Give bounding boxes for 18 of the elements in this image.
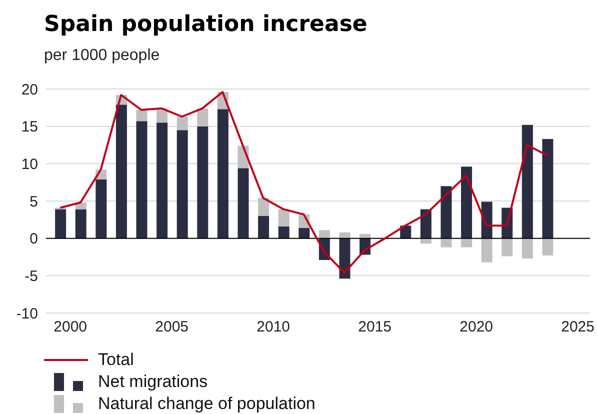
x-tick-label: 2015 <box>358 318 392 336</box>
chart-title: Spain population increase <box>44 12 368 37</box>
x-tick-label: 2025 <box>561 318 595 336</box>
y-tick-label: 10 <box>21 156 38 173</box>
legend-label: Net migrations <box>98 371 208 393</box>
chart-subtitle: per 1000 people <box>44 47 160 65</box>
y-tick-label: 5 <box>30 193 38 210</box>
y-tick-label: 20 <box>21 81 38 98</box>
y-tick-label: -10 <box>16 305 38 322</box>
legend-label: Total <box>98 349 134 371</box>
legend-label: Natural change of population <box>98 393 316 414</box>
y-tick-label: 0 <box>30 230 38 248</box>
x-tick-label: 2005 <box>155 318 189 336</box>
x-tick-label: 2010 <box>256 318 290 336</box>
y-tick-label: -5 <box>24 268 38 285</box>
y-tick-label: 15 <box>21 118 38 136</box>
x-tick-label: 2000 <box>54 318 88 336</box>
x-tick-label: 2020 <box>460 318 494 336</box>
